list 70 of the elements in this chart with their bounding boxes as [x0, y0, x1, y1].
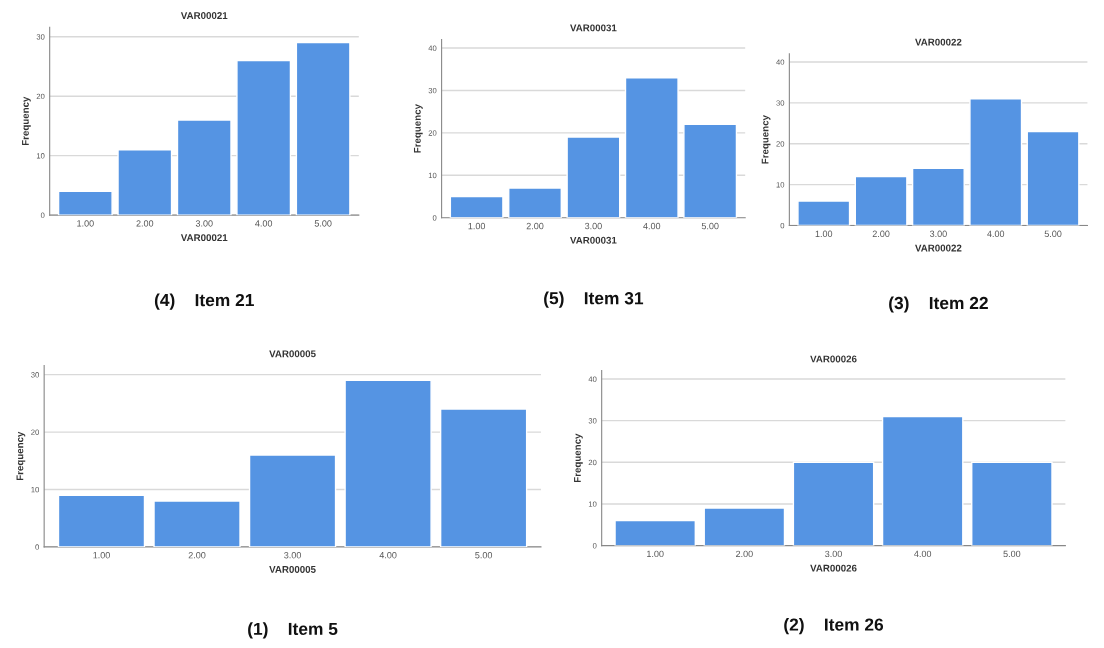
bar — [449, 195, 504, 218]
x-tick-label: 5.00 — [701, 222, 719, 230]
bar — [792, 461, 875, 546]
chart-title: VAR00021 — [180, 12, 228, 19]
x-tick-label: 1.00 — [815, 230, 833, 237]
x-tick-label: 3.00 — [929, 230, 947, 237]
x-tick-label: 1.00 — [93, 552, 110, 559]
x-tick-label: 2.00 — [526, 222, 544, 230]
bar — [969, 98, 1023, 226]
x-tick-label: 2.00 — [736, 550, 753, 558]
x-tick-label: 3.00 — [825, 550, 842, 558]
x-tick-label: 1.00 — [468, 222, 486, 230]
text: (4) Item 21 — [154, 293, 254, 310]
bar — [566, 136, 621, 218]
bar — [797, 200, 851, 226]
x-tick-label: 4.00 — [914, 550, 932, 558]
bar — [624, 77, 679, 218]
bar — [117, 149, 173, 216]
x-axis-title: VAR00021 — [180, 234, 228, 242]
chart-title: VAR00005 — [269, 350, 316, 358]
bar — [971, 461, 1053, 546]
x-tick-label: 3.00 — [284, 552, 301, 559]
bar — [854, 175, 908, 226]
bar — [176, 119, 232, 216]
y-axis-title: Frequency — [761, 115, 771, 164]
bar — [703, 507, 786, 546]
bar — [1026, 130, 1080, 226]
bar — [153, 500, 241, 547]
text: (2) Item 26 — [784, 618, 884, 635]
x-tick-label: 2.00 — [136, 220, 154, 227]
x-tick-label: 4.00 — [255, 220, 273, 227]
chart-title: VAR00026 — [810, 355, 857, 363]
x-tick-label: 4.00 — [987, 230, 1005, 237]
chart-title: VAR00031 — [570, 24, 617, 32]
text: (1) Item 5 — [248, 622, 338, 639]
bar — [881, 415, 964, 546]
bar — [911, 167, 965, 226]
x-axis-title: VAR00031 — [570, 236, 617, 244]
x-tick-label: 5.00 — [1003, 550, 1021, 558]
y-axis-title: Frequency — [16, 431, 26, 481]
x-axis-title: VAR00005 — [269, 566, 316, 573]
bar — [248, 454, 337, 547]
x-tick-label: 1.00 — [77, 220, 94, 227]
x-tick-label: 2.00 — [188, 552, 206, 559]
x-tick-label: 1.00 — [647, 550, 664, 558]
x-tick-label: 4.00 — [643, 222, 661, 230]
chart-title: VAR00022 — [915, 38, 962, 46]
bar — [508, 187, 562, 218]
x-tick-label: 2.00 — [872, 230, 890, 237]
y-axis-title: Frequency — [22, 96, 31, 146]
bar — [57, 190, 113, 216]
x-tick-label: 4.00 — [379, 552, 397, 559]
bar — [439, 408, 528, 547]
x-tick-label: 5.00 — [1044, 230, 1062, 237]
x-tick-label: 5.00 — [475, 552, 493, 559]
x-axis-title: VAR00026 — [810, 564, 857, 572]
bar — [683, 123, 738, 218]
y-axis-title: Frequency — [413, 104, 423, 153]
text: (5) Item 31 — [544, 291, 644, 308]
bar — [57, 494, 146, 547]
x-axis-title: VAR00022 — [915, 244, 962, 252]
bar — [236, 59, 292, 216]
y-axis-title: Frequency — [574, 433, 583, 483]
bar — [614, 519, 697, 546]
x-tick-label: 5.00 — [314, 220, 332, 227]
x-tick-label: 3.00 — [584, 222, 602, 230]
bar — [344, 379, 432, 547]
bar — [295, 41, 351, 216]
text: (3) Item 22 — [889, 296, 988, 313]
x-tick-label: 3.00 — [195, 220, 213, 227]
